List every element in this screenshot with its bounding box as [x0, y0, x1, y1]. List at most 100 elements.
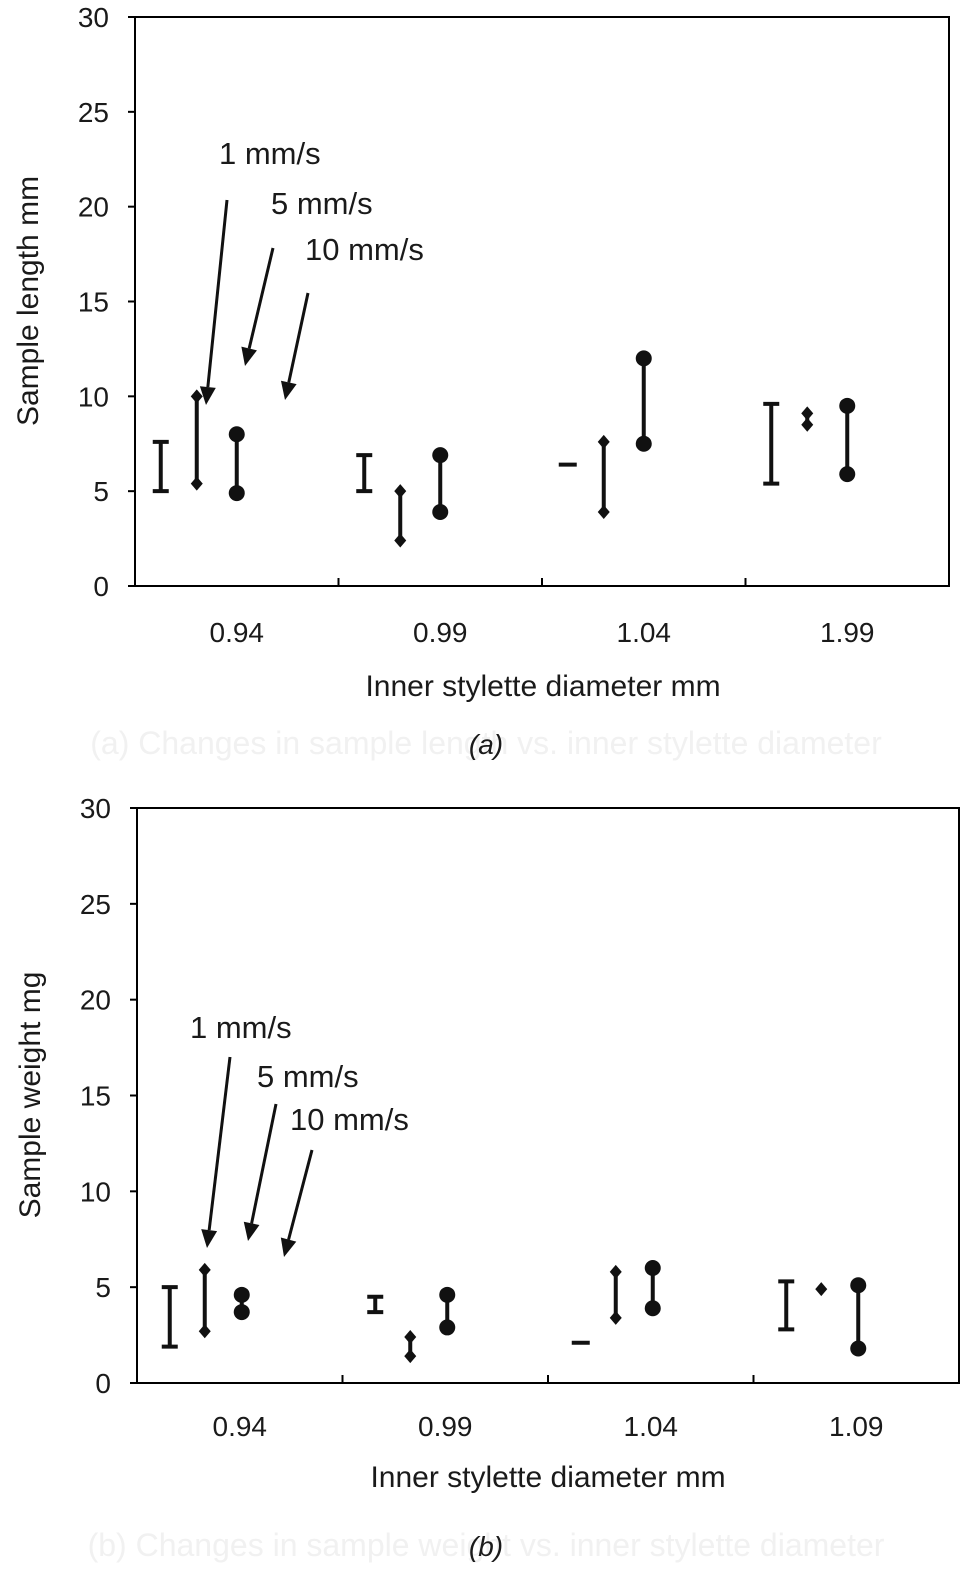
range-mark	[190, 389, 203, 491]
y-tick-label: 20	[78, 192, 109, 223]
diamond-marker	[198, 1262, 211, 1277]
caption-b: (b)	[468, 1531, 504, 1562]
y-tick-label: 0	[93, 571, 109, 602]
range-mark	[432, 447, 449, 521]
range-mark	[356, 453, 373, 494]
diamond-marker	[801, 406, 814, 421]
y-tick-label: 10	[78, 381, 109, 412]
arrow-head	[201, 1229, 218, 1248]
arrow-head	[280, 380, 297, 400]
annotation-arrow	[280, 292, 310, 400]
diamond-marker	[404, 1330, 417, 1344]
diamond-marker	[609, 1310, 622, 1325]
x-tick-label: 0.99	[418, 1411, 473, 1442]
circle-marker	[635, 435, 652, 452]
ghost-caption-a: (a) Changes in sample length vs. inner s…	[90, 725, 882, 761]
diamond-marker	[801, 417, 814, 432]
y-tick-label: 10	[80, 1176, 111, 1207]
y-tick-label: 30	[78, 2, 109, 33]
y-tick-label: 5	[93, 476, 109, 507]
diamond-marker	[404, 1349, 417, 1364]
x-tick-label: 0.94	[213, 1411, 268, 1442]
circle-marker	[839, 397, 856, 414]
circle-marker	[439, 1286, 456, 1303]
annotation-arrow	[199, 199, 229, 405]
range-mark	[763, 401, 780, 486]
y-tick-label: 5	[95, 1272, 111, 1303]
arrow-shaft	[287, 1149, 314, 1240]
y-axis-label: Sample length mm	[12, 176, 45, 426]
arrow-shaft	[287, 292, 310, 383]
diamond-marker	[190, 389, 203, 404]
y-tick-label: 30	[80, 793, 111, 824]
arrow-head	[280, 1237, 297, 1257]
annotation-5mms: 5 mm/s	[271, 186, 373, 221]
y-axis-ticks: 0 5 10 15 20 25 30	[80, 793, 137, 1399]
y-axis-ticks: 0 5 10 15 20 25 30	[78, 2, 135, 602]
x-tick-label: 1.04	[617, 617, 672, 648]
circle-marker	[432, 504, 449, 521]
arrow-head	[243, 1221, 260, 1241]
range-marks	[152, 350, 856, 548]
diamond-marker	[609, 1264, 622, 1279]
x-tick-label: 1.04	[624, 1411, 679, 1442]
range-mark	[635, 350, 652, 452]
annotation-arrow	[241, 247, 275, 366]
annotation-10mms: 10 mm/s	[305, 232, 424, 267]
y-tick-label: 20	[80, 985, 111, 1016]
range-mark	[404, 1330, 417, 1364]
x-tick-label: 0.99	[413, 617, 468, 648]
plot-frame	[136, 807, 960, 1384]
annotation-arrow	[243, 1103, 278, 1241]
range-mark	[152, 439, 169, 494]
annotation-arrow	[201, 1056, 232, 1248]
x-axis-ticks: 0.94 0.99 1.04 1.99	[210, 578, 875, 648]
diamond-marker	[394, 484, 407, 499]
plot-frame	[134, 16, 950, 587]
y-tick-label: 25	[80, 889, 111, 920]
range-mark	[801, 406, 814, 432]
range-mark	[198, 1262, 211, 1339]
circle-marker	[432, 447, 449, 464]
circle-marker	[228, 426, 245, 443]
annotation-1mms: 1 mm/s	[190, 1010, 292, 1045]
arrow-shaft	[206, 199, 229, 388]
y-tick-label: 15	[78, 287, 109, 318]
chart-panel-b: 0 5 10 15 20 25 30 0.94 0.99 1.04 1.09 1 mm/s 5 m…	[14, 793, 960, 1494]
diamond-marker	[597, 505, 610, 520]
arrow-shaft	[250, 1103, 278, 1224]
annotation-arrows	[201, 1056, 314, 1257]
y-tick-label: 0	[95, 1368, 111, 1399]
circle-marker	[644, 1300, 661, 1317]
range-mark	[644, 1260, 661, 1317]
circle-marker	[233, 1286, 250, 1303]
y-tick-label: 25	[78, 97, 109, 128]
diamond-marker	[815, 1282, 828, 1297]
y-tick-label: 15	[80, 1081, 111, 1112]
annotation-arrow	[280, 1149, 314, 1257]
circle-marker	[850, 1277, 867, 1294]
range-mark	[233, 1286, 250, 1321]
circle-marker	[839, 466, 856, 483]
chart-panel-a: 0 5 10 15 20 25 30 0.94 0.99 1.04 1.99 1 mm/s 5 m…	[12, 2, 950, 703]
range-marks	[161, 1260, 867, 1364]
circle-marker	[228, 485, 245, 502]
annotation-1mms: 1 mm/s	[219, 136, 321, 171]
annotation-10mms: 10 mm/s	[290, 1102, 409, 1137]
range-mark	[597, 434, 610, 520]
range-mark	[778, 1279, 795, 1332]
arrow-head	[241, 346, 257, 366]
arrow-shaft	[207, 1056, 232, 1231]
x-axis-label: Inner stylette diameter mm	[370, 1461, 725, 1494]
circle-marker	[850, 1340, 867, 1357]
x-tick-label: 1.09	[829, 1411, 884, 1442]
diamond-marker	[198, 1324, 211, 1339]
arrow-head	[199, 386, 216, 405]
range-mark	[815, 1282, 828, 1297]
diamond-marker	[597, 434, 610, 449]
range-mark	[161, 1285, 178, 1349]
range-mark	[228, 426, 245, 502]
annotation-arrows	[199, 199, 310, 405]
diamond-marker	[394, 533, 407, 548]
range-mark	[394, 484, 407, 548]
